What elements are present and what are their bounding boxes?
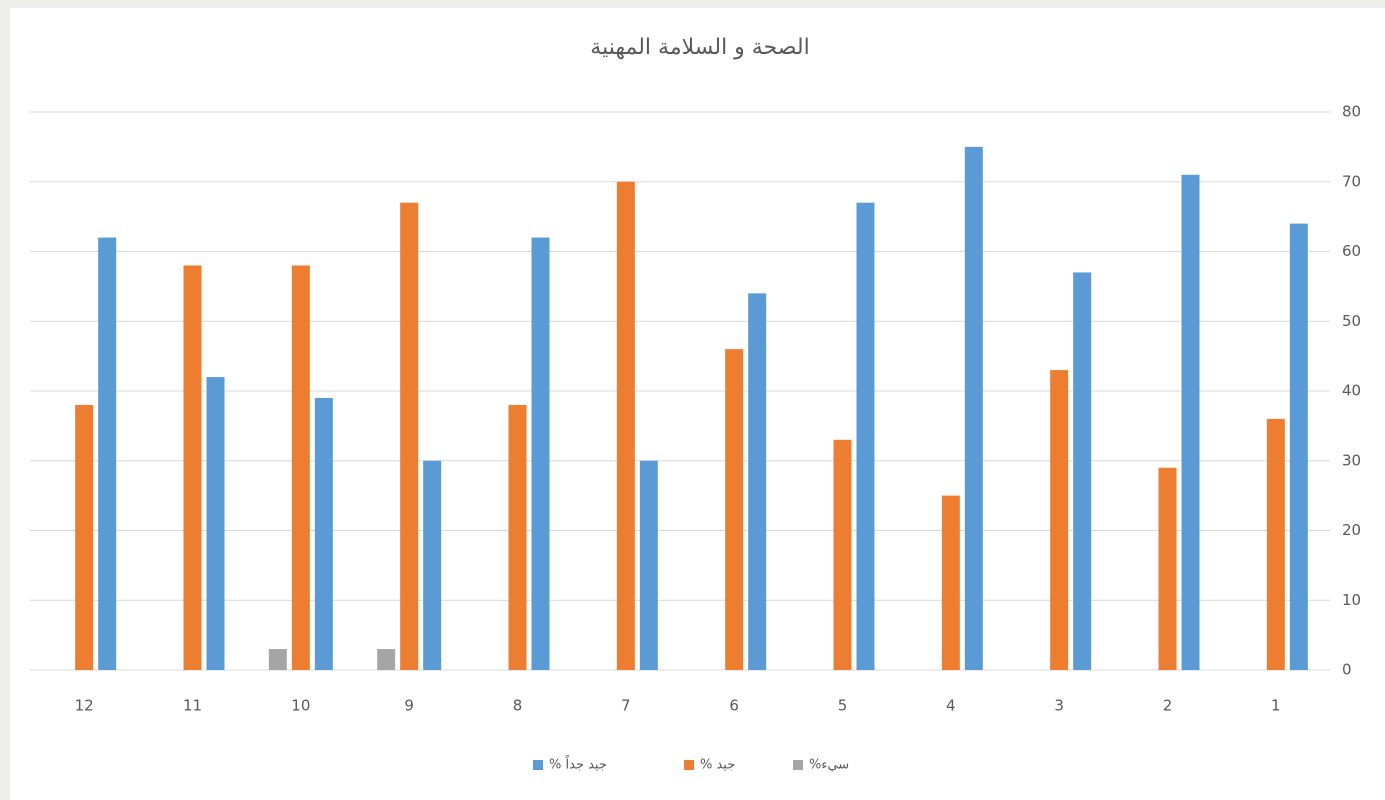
legend-swatch <box>793 760 803 770</box>
bar <box>833 439 852 670</box>
x-tick-label: 10 <box>291 697 310 715</box>
bar <box>1181 174 1200 670</box>
bar <box>268 649 287 670</box>
bar <box>423 460 442 670</box>
bar <box>400 202 419 671</box>
bar <box>725 349 744 670</box>
chart-area <box>10 8 1385 800</box>
y-tick-label: 50 <box>1342 312 1361 330</box>
x-tick-label: 2 <box>1163 697 1173 715</box>
x-tick-label: 5 <box>838 697 848 715</box>
y-tick-label: 70 <box>1342 172 1361 190</box>
y-tick-label: 30 <box>1342 451 1361 469</box>
legend-label: سيء% <box>809 758 849 773</box>
bar <box>206 377 225 670</box>
bar <box>1158 467 1177 670</box>
x-tick-label: 7 <box>621 697 631 715</box>
legend-label: جيد % <box>700 758 735 773</box>
x-tick-label: 4 <box>946 697 956 715</box>
y-tick-label: 0 <box>1342 661 1352 679</box>
bar <box>1073 272 1092 670</box>
bar <box>98 237 117 671</box>
y-tick-label: 40 <box>1342 382 1361 400</box>
bar <box>1266 418 1285 670</box>
bar <box>314 397 333 670</box>
x-tick-label: 8 <box>513 697 523 715</box>
x-tick-label: 6 <box>729 697 739 715</box>
bar <box>508 404 527 670</box>
legend-swatch <box>684 760 694 770</box>
bar <box>1050 370 1069 670</box>
y-tick-label: 20 <box>1342 521 1361 539</box>
x-tick-label: 9 <box>404 697 414 715</box>
x-tick-label: 12 <box>75 697 94 715</box>
bar <box>1289 223 1308 670</box>
bar <box>75 404 94 670</box>
bar <box>531 237 550 671</box>
bar <box>748 293 767 670</box>
chart-title: الصحة و السلامة المهنية <box>590 35 809 60</box>
y-tick-label: 80 <box>1342 103 1361 121</box>
x-tick-label: 11 <box>183 697 202 715</box>
x-tick-label: 3 <box>1054 697 1064 715</box>
y-tick-label: 10 <box>1342 591 1361 609</box>
legend-label: جيد جداً % <box>549 755 607 773</box>
bar <box>964 146 983 670</box>
bar <box>856 202 875 671</box>
bar <box>616 181 635 670</box>
bar <box>183 265 202 670</box>
bar <box>639 460 658 670</box>
legend-swatch <box>533 760 543 770</box>
y-tick-label: 60 <box>1342 242 1361 260</box>
bar <box>941 495 960 670</box>
bar <box>291 265 310 670</box>
x-tick-label: 1 <box>1271 697 1281 715</box>
bar <box>377 649 396 670</box>
